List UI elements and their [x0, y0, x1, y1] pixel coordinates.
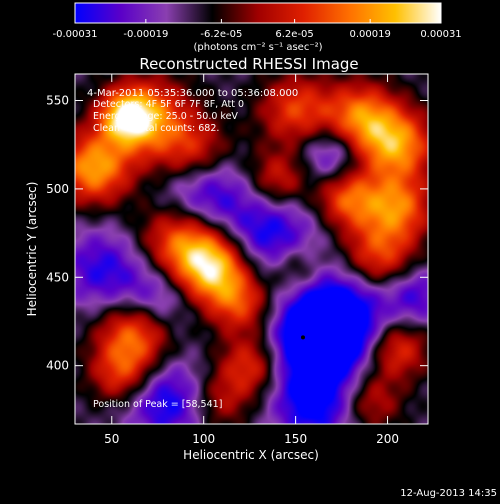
y-tick-label: 550	[46, 94, 69, 108]
x-tick-label: 100	[192, 432, 215, 446]
x-tick-label: 50	[104, 432, 119, 446]
colorbar-ticks: -0.00031 -0.00019 -6.2e-05 6.2e-05 0.00019 0.…	[53, 19, 462, 40]
annotation-clean: Clean Total counts: 682.	[93, 123, 219, 134]
annotation-detectors: Detectors: 4F 5F 6F 7F 8F, Att 0	[93, 99, 244, 110]
axis-ticks: 50 100 150 200 400 450 500 550	[46, 74, 428, 446]
colorbar-tick-label: 0.00031	[420, 29, 461, 40]
y-tick-label: 450	[46, 270, 69, 284]
plot-frame	[74, 73, 429, 425]
footer-timestamp: 12-Aug-2013 14:35	[400, 488, 497, 499]
colorbar-tick-label: -6.2e-05	[200, 29, 242, 40]
colorbar-tick-label: 0.00019	[349, 29, 390, 40]
chart-title: Reconstructed RHESSI Image	[139, 55, 358, 73]
colorbar-units: (photons cm⁻² s⁻¹ asec⁻²)	[193, 42, 322, 53]
x-axis-label: Heliocentric X (arcsec)	[183, 448, 319, 462]
heatmap-plot: 50 100 150 200 400 450 500 550	[46, 73, 429, 446]
annotation-peak: Position of Peak = [58,541]	[93, 399, 222, 410]
peak-marker	[300, 335, 305, 340]
annotation-time: 4-Mar-2011 05:35:36.000 to 05:36:08.000	[87, 88, 298, 99]
y-tick-label: 500	[46, 182, 69, 196]
colorbar-tick-label: -0.00031	[53, 29, 98, 40]
colorbar-tick-label: -0.00019	[123, 29, 168, 40]
colorbar-tick-label: 6.2e-05	[275, 29, 313, 40]
y-tick-label: 400	[46, 359, 69, 373]
annotation-energy: Energy Range: 25.0 - 50.0 keV	[93, 111, 238, 122]
heatmap-canvas	[75, 74, 428, 424]
colorbar	[74, 2, 442, 24]
x-tick-label: 150	[284, 432, 307, 446]
peak-marker-dot	[300, 335, 305, 340]
x-tick-label: 200	[376, 432, 399, 446]
y-axis-label: Heliocentric Y (arcsec)	[25, 182, 39, 317]
